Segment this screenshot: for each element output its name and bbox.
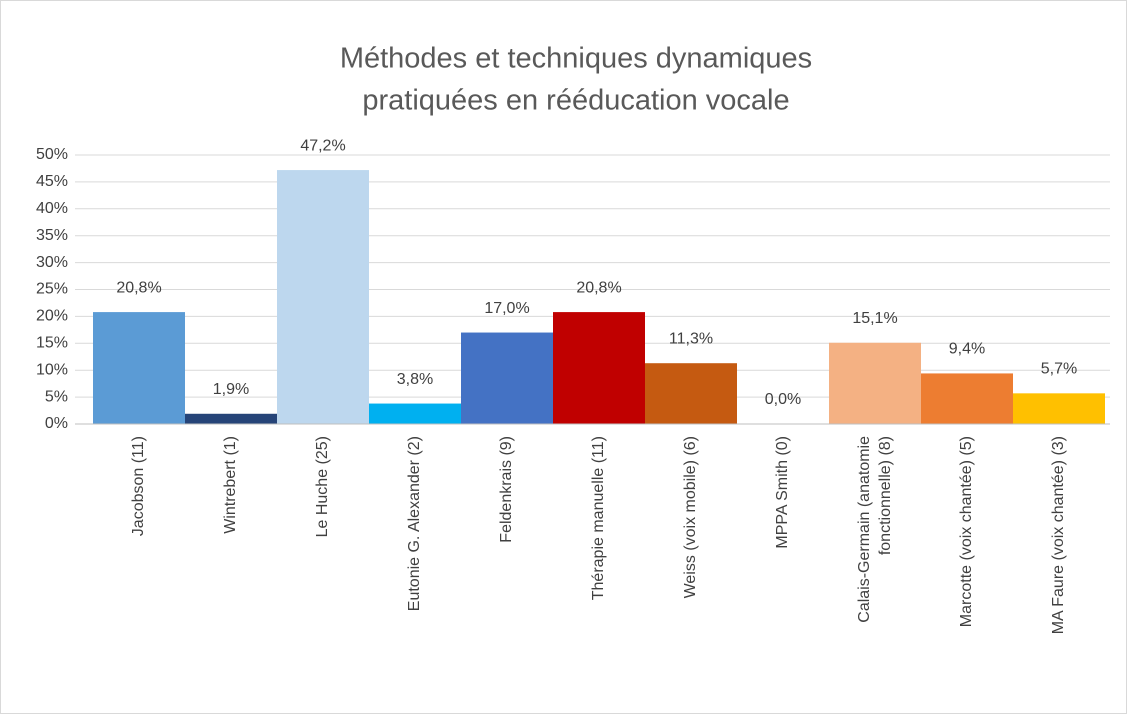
y-tick-label: 25% [36, 281, 68, 298]
y-tick-label: 35% [36, 227, 68, 244]
y-tick-label: 0% [45, 415, 68, 432]
y-tick-label: 5% [45, 388, 68, 405]
y-tick-label: 30% [36, 254, 68, 271]
y-tick-label: 45% [36, 173, 68, 190]
bar [93, 312, 185, 424]
x-tick-label: Calais-Germain (anatomie fonctionnelle) (… [856, 436, 894, 623]
data-label: 5,7% [1041, 361, 1077, 378]
x-tick-label-line: fonctionnelle) (8) [877, 436, 894, 555]
x-tick-label: Jacobson (11) [130, 436, 147, 536]
y-tick-label: 20% [36, 308, 68, 325]
x-tick-label: Feldenkrais (9) [498, 436, 515, 543]
bar [277, 170, 369, 424]
data-label: 3,8% [397, 371, 433, 388]
x-tick-label: Le Huche (25) [314, 436, 331, 537]
bar [645, 363, 737, 424]
bar [1013, 393, 1105, 424]
y-tick-label: 10% [36, 361, 68, 378]
data-label: 15,1% [852, 310, 897, 327]
y-tick-label: 50% [36, 146, 68, 163]
x-tick-label: Marcotte (voix chantée) (5) [958, 436, 975, 627]
data-label: 11,3% [669, 330, 713, 347]
y-tick-label: 15% [36, 335, 68, 352]
x-tick-label-line: Calais-Germain (anatomie [856, 436, 873, 623]
data-label: 9,4% [949, 341, 985, 358]
bar [461, 332, 553, 424]
bar [369, 403, 461, 424]
data-label: 20,8% [576, 279, 621, 296]
x-tick-label: MPPA Smith (0) [774, 436, 791, 549]
bar [185, 413, 277, 424]
bar [829, 342, 921, 424]
x-tick-label: MA Faure (voix chantée) (3) [1050, 436, 1067, 634]
x-tick-label: Eutonie G. Alexander (2) [406, 436, 423, 611]
x-tick-label: Wintrebert (1) [222, 436, 239, 534]
chart-title: pratiquées en rééducation vocale [362, 85, 789, 117]
data-label: 20,8% [116, 279, 161, 296]
x-tick-label: Thérapie manuelle (11) [590, 436, 607, 600]
bar [921, 373, 1013, 424]
y-tick-label: 40% [36, 200, 68, 217]
data-label: 1,9% [213, 381, 249, 398]
data-label: 47,2% [300, 137, 345, 154]
data-label: 0,0% [765, 391, 801, 408]
chart-title: Méthodes et techniques dynamiques [340, 43, 812, 75]
bar [553, 312, 645, 424]
x-tick-label: Weiss (voix mobile) (6) [682, 436, 699, 598]
data-label: 17,0% [484, 300, 529, 317]
